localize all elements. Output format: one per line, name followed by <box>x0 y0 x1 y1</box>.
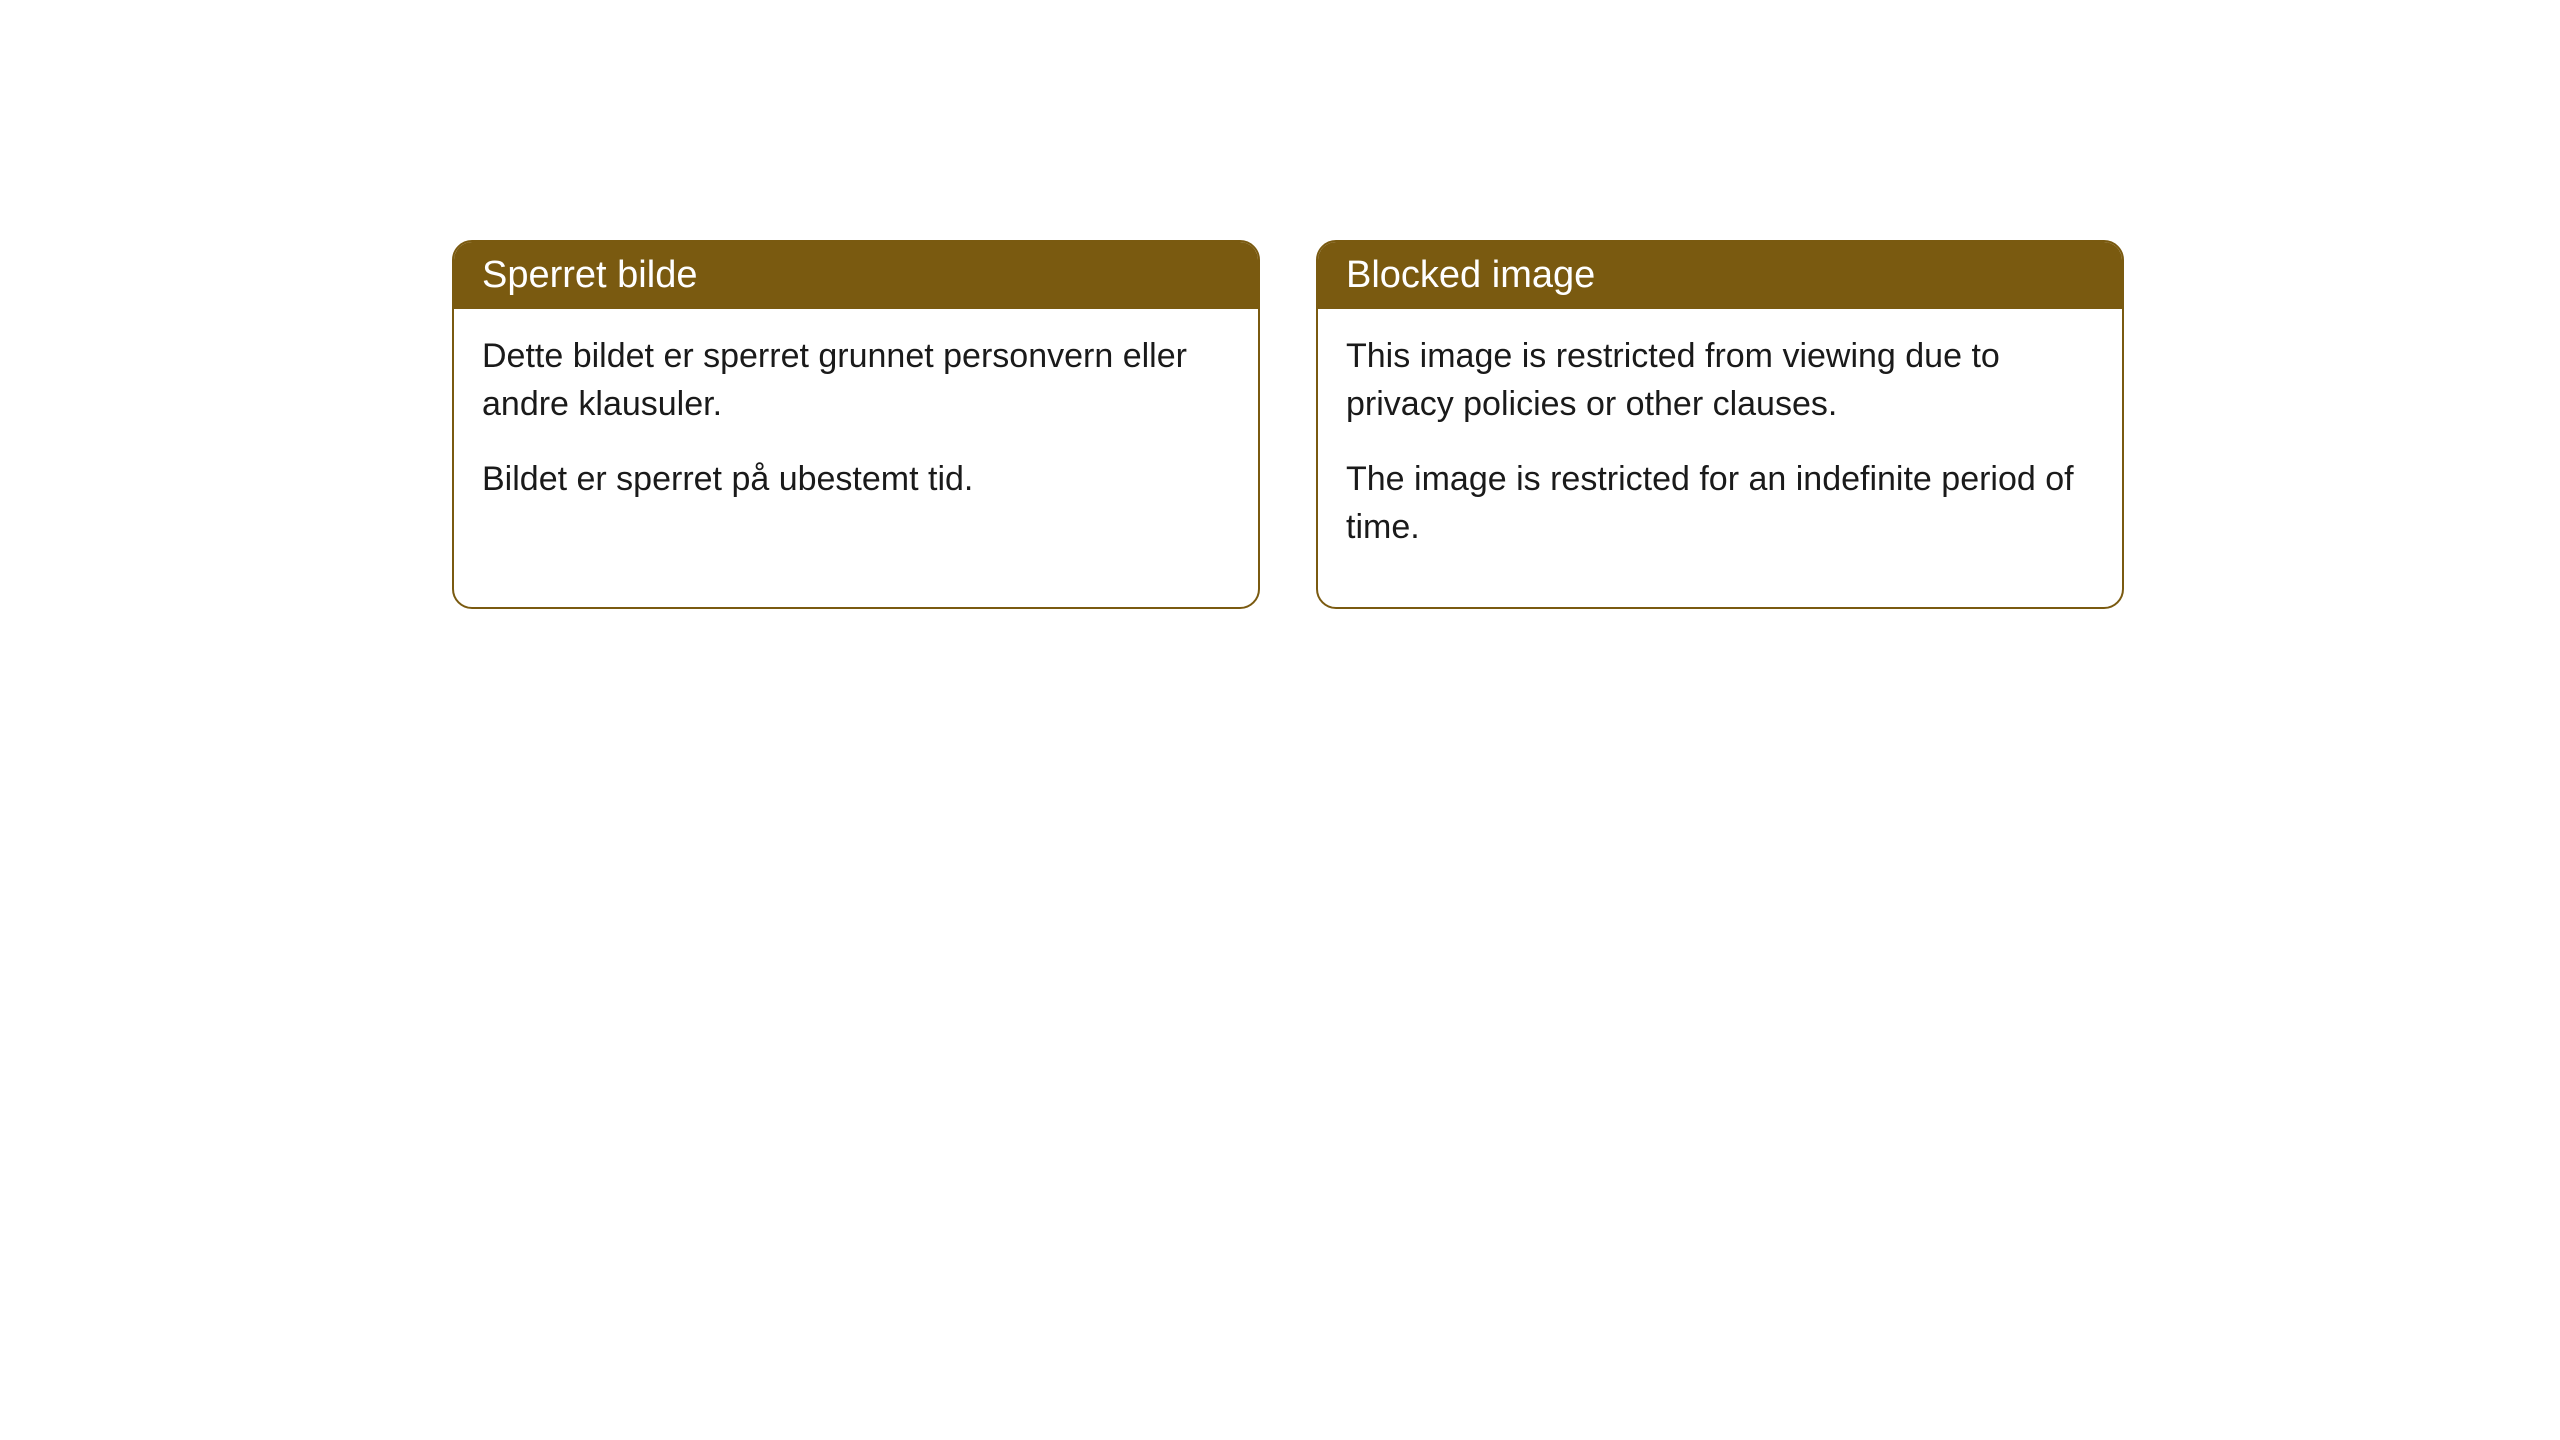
card-body: Dette bildet er sperret grunnet personve… <box>454 309 1258 560</box>
card-paragraph-1: Dette bildet er sperret grunnet personve… <box>482 333 1230 428</box>
card-title: Sperret bilde <box>482 254 697 296</box>
notice-card-norwegian: Sperret bilde Dette bildet er sperret gr… <box>452 240 1260 609</box>
card-title: Blocked image <box>1346 254 1595 296</box>
notice-cards-container: Sperret bilde Dette bildet er sperret gr… <box>452 240 2124 609</box>
card-header: Sperret bilde <box>454 242 1258 309</box>
card-header: Blocked image <box>1318 242 2122 309</box>
card-paragraph-2: Bildet er sperret på ubestemt tid. <box>482 456 1230 504</box>
notice-card-english: Blocked image This image is restricted f… <box>1316 240 2124 609</box>
card-body: This image is restricted from viewing du… <box>1318 309 2122 607</box>
card-paragraph-1: This image is restricted from viewing du… <box>1346 333 2094 428</box>
card-paragraph-2: The image is restricted for an indefinit… <box>1346 456 2094 551</box>
